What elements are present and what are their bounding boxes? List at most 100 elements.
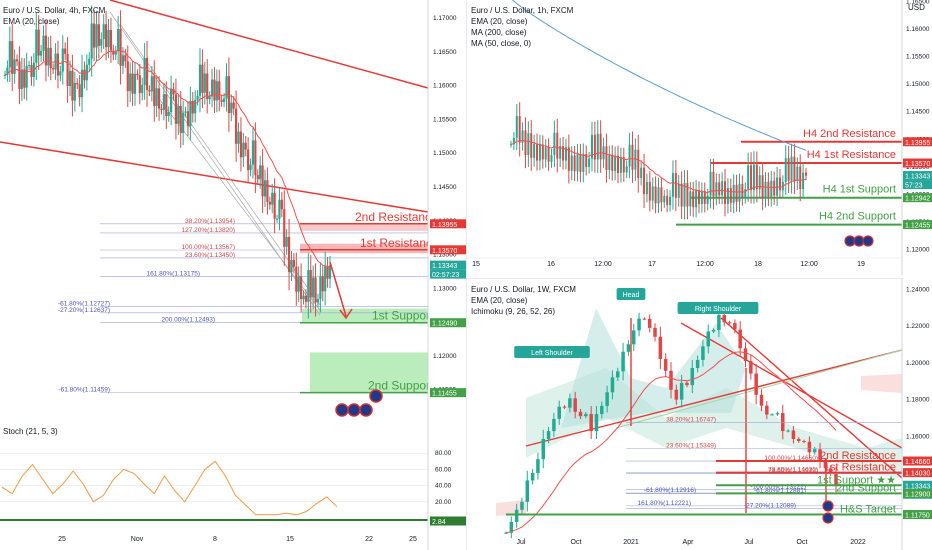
p1-candle	[105, 24, 108, 48]
p1-candle	[273, 192, 276, 219]
label-left-shoulder-bg	[514, 346, 590, 358]
p3-candle	[578, 411, 583, 417]
p1-candle	[92, 23, 96, 48]
fib-label: 161.80%(1.12221)	[638, 500, 692, 507]
p1-candle	[138, 75, 141, 94]
p2-candle	[538, 144, 541, 161]
p2-candle	[564, 147, 567, 161]
p3-candle	[631, 330, 636, 345]
p2-candle	[680, 183, 683, 207]
chart-1w-panel[interactable]: Left Shoulder Head Right Shoulder 38.20%(1.…	[466, 278, 932, 550]
level-label: 1st Resistance	[824, 462, 896, 474]
fib-label: 38.20%(1.16747)	[666, 417, 716, 424]
price-badge-2nd-res-text: 1.14660	[905, 459, 930, 466]
p1-candle	[210, 79, 214, 97]
ema-line	[4, 48, 331, 268]
p2-candle	[752, 164, 755, 191]
p3-candle	[722, 314, 726, 323]
p1-candle	[126, 61, 129, 92]
label-right-shoulder-bg	[677, 302, 759, 314]
p3-candle	[770, 414, 774, 416]
p1-candle	[25, 65, 28, 88]
p3-candle	[791, 430, 796, 439]
p3-candle	[610, 377, 615, 393]
p1-candle	[182, 112, 185, 133]
p1-candle	[316, 299, 320, 303]
p2-candle	[515, 116, 518, 138]
p1-candle	[170, 89, 173, 113]
fib-label: 100.00%(1.14660)	[765, 455, 819, 462]
chart-1h-panel[interactable]: H4 2nd Resistance H4 1st Resistance H4 1st…	[466, 0, 932, 275]
p3-candle	[562, 406, 567, 408]
stoch-title: Stoch (21, 5, 3)	[3, 427, 58, 436]
p3-candle	[727, 322, 732, 324]
p2-candle	[761, 175, 764, 198]
neckline	[525, 349, 903, 447]
p1-candle	[129, 73, 132, 92]
x-tick-label: 25	[58, 536, 66, 543]
p1-candle	[124, 55, 127, 62]
p3-candle	[637, 318, 641, 331]
p3-candle	[642, 318, 647, 320]
panel2-indicator-ma200: MA (200, close)	[471, 28, 527, 37]
flag-icon	[347, 403, 361, 417]
panel3-indicator-ichimoku: Ichimoku (9, 26, 52, 26)	[471, 307, 556, 316]
fib-label: -61.80%(1.12727)	[58, 301, 110, 308]
p1-candle	[275, 218, 279, 220]
p2-candle	[562, 146, 565, 161]
p2-candle	[530, 133, 533, 158]
level-label: 2nd Resistance	[820, 450, 896, 462]
p3-candle	[775, 413, 780, 415]
fib-label: -61.80%(1.12916)	[644, 487, 696, 494]
price-badge-h4-2nd-res-text: 1.13955	[905, 140, 930, 147]
price-badge-2nd-res-text: 1.13955	[432, 222, 457, 229]
price-badge-1st-res-bg	[903, 468, 932, 478]
p2-candle	[527, 133, 530, 156]
fib-label: 38.20%(1.13954)	[185, 218, 235, 225]
p1-candle	[133, 73, 137, 94]
p3-candle	[786, 430, 790, 432]
y-tick-label: 1.15500	[433, 116, 457, 123]
price-badge-1st-sup-bg	[430, 318, 466, 328]
y-tick-label: 1.16500	[433, 49, 457, 56]
level-label: H4 2nd Resistance	[803, 128, 896, 140]
pattern-line	[119, 23, 321, 306]
p2-candle	[770, 180, 773, 197]
p2-candle	[611, 154, 614, 171]
x-tick-label: 25	[409, 536, 417, 543]
p1-candle	[143, 57, 146, 85]
fib-label: 127.20%(1.13820)	[182, 227, 236, 234]
y-tick-label: 1.13500	[433, 252, 457, 259]
p3-candle	[781, 413, 785, 432]
p1-candle	[76, 82, 79, 85]
panel1-indicator-ema: EMA (20, close)	[3, 17, 60, 26]
chart-4h-panel[interactable]: 38.20%(1.13954) 127.20%(1.13820) 100.00%(1…	[0, 0, 466, 550]
fib-label: 23.60%(1.15349)	[666, 442, 716, 449]
p3-candle	[520, 501, 524, 510]
p2-candle	[590, 134, 593, 159]
p1-candle	[247, 149, 250, 171]
p3-candle	[546, 431, 551, 439]
x-tick-label: Oct	[571, 539, 582, 546]
p1-candle	[100, 39, 103, 46]
y-tick-label: 1.15000	[906, 81, 930, 88]
p2-candle	[692, 191, 695, 208]
pattern-line	[159, 99, 321, 311]
p3-candle	[685, 382, 689, 386]
p2-candle	[758, 175, 761, 190]
p2-candle	[695, 190, 698, 208]
x-tick-label: Oct	[797, 539, 808, 546]
y-tick-label: 1.18000	[906, 397, 930, 404]
p1-candle	[292, 259, 295, 267]
p1-candle	[23, 69, 26, 88]
p1-candle	[109, 29, 113, 51]
p1-candle	[155, 88, 158, 106]
p2-candle	[657, 187, 660, 204]
p2-candle	[582, 153, 585, 172]
price-badge-1st-sup-text: 1.12490	[432, 321, 457, 328]
p2-candle	[718, 182, 721, 196]
label-left-shoulder: Left Shoulder	[531, 350, 573, 357]
p2-candle	[579, 154, 582, 172]
p2-candle	[588, 158, 591, 167]
